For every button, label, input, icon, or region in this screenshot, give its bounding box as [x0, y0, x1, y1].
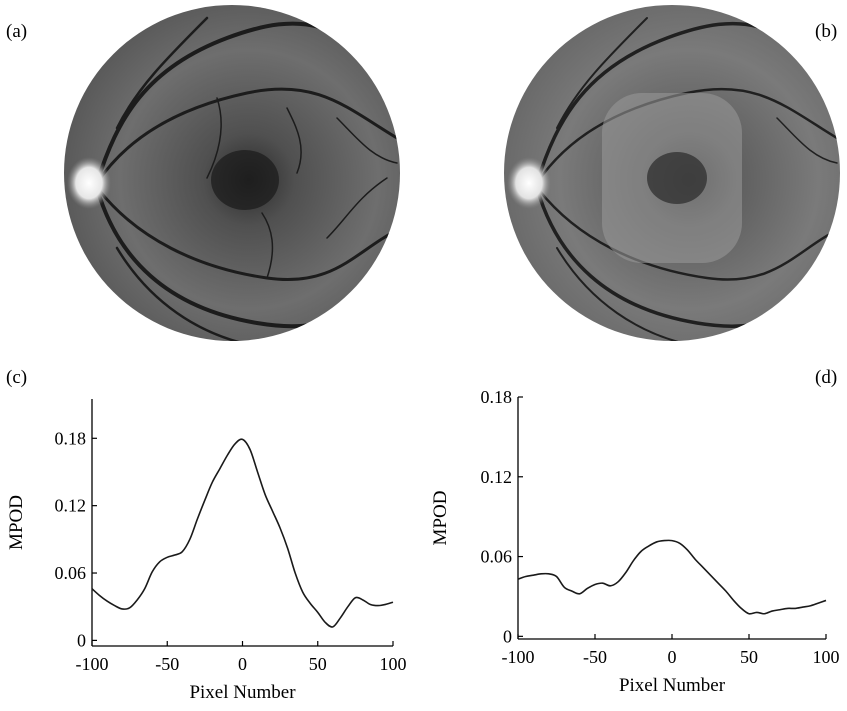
- mpod-series-line: [517, 539, 827, 615]
- x-tick-label: 0: [238, 654, 247, 674]
- panel-label-d: (d): [815, 367, 838, 388]
- panel-label-b: (b): [815, 21, 838, 42]
- mpod-chart-d: 0 0.06 0.12 0.18 -100 -50 0 50 100 Pixel Number MP…: [430, 387, 840, 696]
- x-tick-label: -50: [583, 647, 607, 667]
- x-tick-label: 100: [813, 647, 840, 667]
- fundus-image-a: [64, 5, 400, 341]
- x-tick-label: 100: [380, 654, 407, 674]
- y-tick-label: 0.18: [55, 428, 87, 448]
- panel-label-c: (c): [6, 367, 28, 388]
- y-tick-label: 0: [503, 626, 512, 646]
- x-tick-label: 50: [740, 647, 758, 667]
- y-tick-label: 0.12: [55, 496, 87, 516]
- panel-label-a: (a): [6, 21, 28, 42]
- x-axis-label: Pixel Number: [619, 675, 726, 696]
- mpod-series-line: [91, 438, 394, 628]
- fundus-image-b: [504, 5, 840, 341]
- x-tick-label: 0: [668, 647, 677, 667]
- y-axis-label: MPOD: [6, 495, 27, 550]
- y-tick-label: 0.12: [481, 467, 513, 487]
- x-tick-label: -100: [76, 654, 109, 674]
- y-axis-label: MPOD: [430, 491, 451, 546]
- y-tick-label: 0.06: [55, 563, 87, 583]
- mpod-chart-c: 0 0.06 0.12 0.18 -100 -50 0 50 100 Pixel Number MP…: [6, 399, 407, 703]
- x-axis-label: Pixel Number: [189, 682, 296, 703]
- y-tick-label: 0.18: [481, 387, 513, 407]
- y-tick-label: 0.06: [481, 547, 513, 567]
- x-tick-label: 50: [309, 654, 327, 674]
- x-tick-label: -100: [502, 647, 535, 667]
- x-tick-label: -50: [155, 654, 179, 674]
- y-tick-label: 0: [77, 630, 86, 650]
